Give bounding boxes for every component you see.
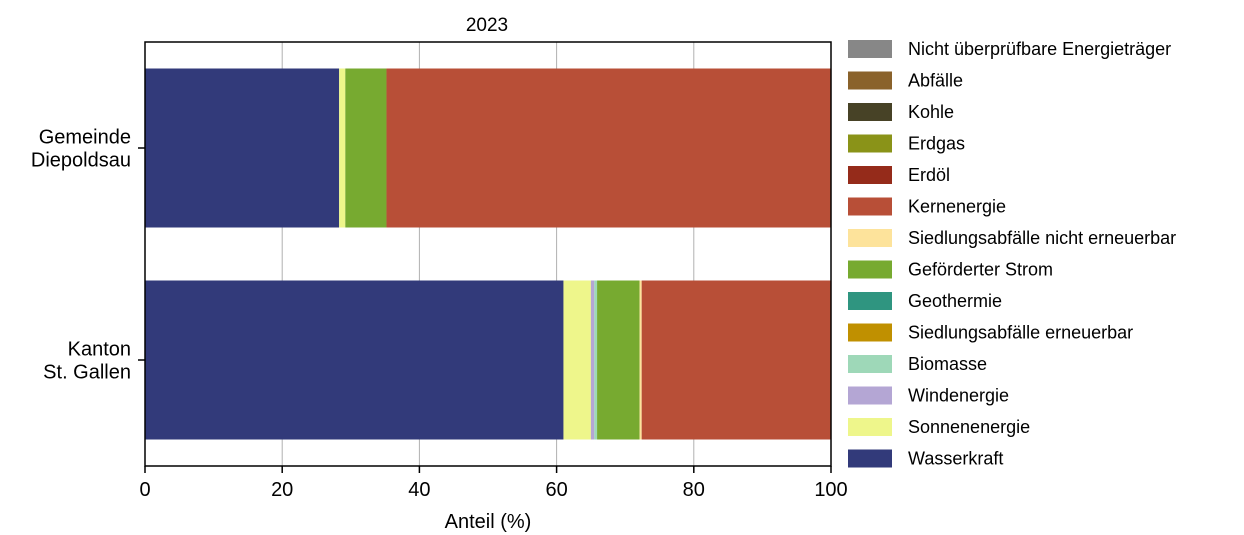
legend-label: Erdöl [908,165,950,185]
legend-swatch [848,292,892,310]
legend-swatch [848,166,892,184]
x-tick-label: 40 [408,479,430,501]
y-category-label: St. Gallen [43,362,131,384]
legend-label: Wasserkraft [908,449,1003,469]
legend-swatch [848,386,892,405]
legend-swatch [848,355,892,373]
bar-segment-sonnenenergie [563,280,591,440]
bar-segment-geförderter-strom [345,68,387,228]
bar-segment-wasserkraft [145,68,340,228]
bar-segment-sonnenenergie [339,68,346,228]
legend-label: Geförderter Strom [908,260,1053,280]
legend-swatch [848,103,892,121]
y-category-label: Diepoldsau [31,150,131,172]
legend-label: Windenergie [908,386,1009,406]
legend-label: Siedlungsabfälle nicht erneuerbar [908,228,1176,248]
legend-label: Geothermie [908,291,1002,311]
legend-label: Erdgas [908,134,965,154]
plot-frame [144,41,832,467]
x-tick-label: 80 [683,479,705,501]
chart-title: 2023 [466,15,508,36]
legend-label: Kohle [908,102,954,122]
x-tick-label: 100 [814,479,847,501]
x-tick-label: 60 [545,479,567,501]
bar-segment-wasserkraft [145,280,564,440]
bar-segment-windenergie [590,280,595,440]
bar-segment-siedlungsabfälle-nicht-erneuerbar [639,280,642,440]
legend: Nicht überprüfbare Energieträger Abfälle K… [848,39,1176,469]
legend-label: Sonnenenergie [908,417,1030,437]
legend-label: Abfälle [908,71,963,91]
legend-label: Biomasse [908,354,987,374]
bar-segment-kernenergie [641,280,831,440]
legend-swatch [848,229,892,247]
bar-segment-kernenergie [386,68,831,228]
legend-swatch [848,71,892,90]
y-category-label: Gemeinde [39,127,131,149]
x-tick-label: 20 [271,479,293,501]
legend-label: Siedlungsabfälle erneuerbar [908,323,1133,343]
x-tick-label: 0 [139,479,150,501]
legend-swatch [848,260,892,279]
y-category-label: Kanton [68,339,131,361]
legend-label: Kernenergie [908,197,1006,217]
bar-segment-geförderter-strom [597,280,640,440]
legend-label: Nicht überprüfbare Energieträger [908,39,1171,59]
legend-swatch [848,40,892,58]
x-axis-title: Anteil (%) [445,511,532,533]
legend-swatch [848,418,892,436]
legend-swatch [848,449,892,468]
x-axis: 0 20 40 60 80 100 [139,466,848,501]
legend-swatch [848,197,892,216]
bar-segment-biomasse [594,280,598,440]
bars [145,68,831,440]
legend-swatch [848,323,892,342]
legend-swatch [848,134,892,153]
